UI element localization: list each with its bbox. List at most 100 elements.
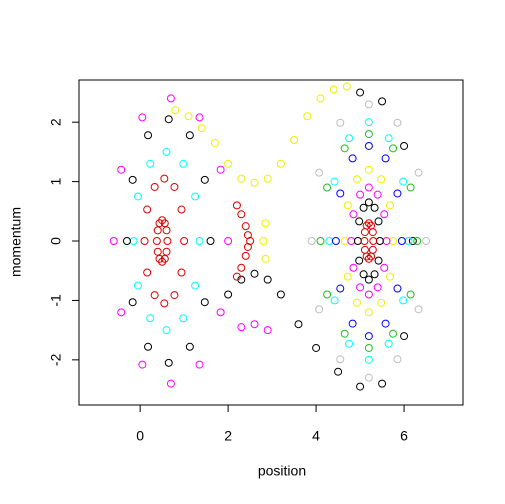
- point: [349, 210, 358, 219]
- y-axis-label: momentum: [8, 207, 24, 277]
- point: [364, 219, 373, 228]
- point: [384, 134, 393, 143]
- point: [360, 237, 369, 246]
- point: [315, 305, 324, 314]
- point: [370, 270, 379, 279]
- point: [232, 272, 241, 281]
- point: [152, 237, 161, 246]
- point: [140, 237, 149, 246]
- point: [368, 245, 377, 254]
- point: [259, 237, 268, 246]
- point: [378, 97, 387, 106]
- point: [364, 118, 373, 127]
- point: [109, 237, 118, 246]
- point: [364, 141, 373, 150]
- point: [164, 358, 173, 367]
- point: [241, 222, 250, 231]
- point: [325, 237, 334, 246]
- point: [340, 329, 349, 338]
- point: [364, 332, 373, 341]
- point: [303, 112, 312, 121]
- point: [389, 144, 398, 153]
- point: [117, 308, 126, 317]
- point: [150, 182, 159, 191]
- point: [263, 326, 272, 335]
- point: [164, 115, 173, 124]
- point: [406, 183, 415, 192]
- point: [330, 177, 339, 186]
- point: [276, 159, 285, 168]
- point: [380, 263, 389, 272]
- point: [160, 299, 169, 308]
- point: [378, 379, 387, 388]
- point: [389, 329, 398, 338]
- point: [206, 237, 215, 246]
- point: [166, 379, 175, 388]
- point: [162, 326, 171, 335]
- point: [155, 219, 164, 228]
- point: [160, 174, 169, 183]
- point: [414, 305, 423, 314]
- point: [128, 298, 137, 307]
- point: [373, 283, 382, 292]
- point: [360, 228, 369, 237]
- point: [364, 373, 373, 382]
- point: [381, 154, 390, 163]
- point: [237, 174, 246, 183]
- point: [316, 94, 325, 103]
- point: [170, 182, 179, 191]
- point: [329, 85, 338, 94]
- point: [250, 320, 259, 329]
- point: [210, 138, 219, 147]
- point: [377, 298, 386, 307]
- x-tick-label: 2: [224, 428, 232, 444]
- point: [195, 360, 204, 369]
- point: [180, 237, 189, 246]
- point: [143, 205, 152, 214]
- point: [138, 360, 147, 369]
- point: [143, 268, 152, 277]
- point: [340, 237, 349, 246]
- point: [177, 268, 186, 277]
- point: [290, 136, 299, 145]
- x-tick-label: 0: [136, 428, 144, 444]
- point: [404, 237, 413, 246]
- point: [263, 174, 272, 183]
- point: [133, 281, 142, 290]
- point: [408, 237, 417, 246]
- point: [377, 175, 386, 184]
- point: [276, 290, 285, 299]
- point: [348, 319, 357, 328]
- point: [185, 131, 194, 140]
- point: [389, 237, 398, 246]
- point: [179, 314, 188, 323]
- point: [364, 100, 373, 109]
- point: [349, 263, 358, 272]
- point: [316, 237, 325, 246]
- point: [117, 165, 126, 174]
- point: [216, 308, 225, 317]
- point: [263, 275, 272, 284]
- point: [232, 201, 241, 210]
- point: [343, 272, 352, 281]
- point: [336, 355, 345, 364]
- point: [162, 226, 171, 235]
- point: [397, 237, 406, 246]
- point: [261, 254, 270, 263]
- y-tick-label: -2: [48, 353, 64, 366]
- point: [216, 165, 225, 174]
- point: [241, 251, 250, 260]
- point: [369, 237, 378, 246]
- point: [166, 94, 175, 103]
- point: [128, 175, 137, 184]
- point: [347, 237, 356, 246]
- point: [200, 298, 209, 307]
- point: [334, 367, 343, 376]
- point: [368, 228, 377, 237]
- point: [122, 237, 131, 246]
- y-tick-label: 2: [48, 118, 64, 126]
- point: [342, 82, 351, 91]
- point: [163, 237, 172, 246]
- point: [373, 190, 382, 199]
